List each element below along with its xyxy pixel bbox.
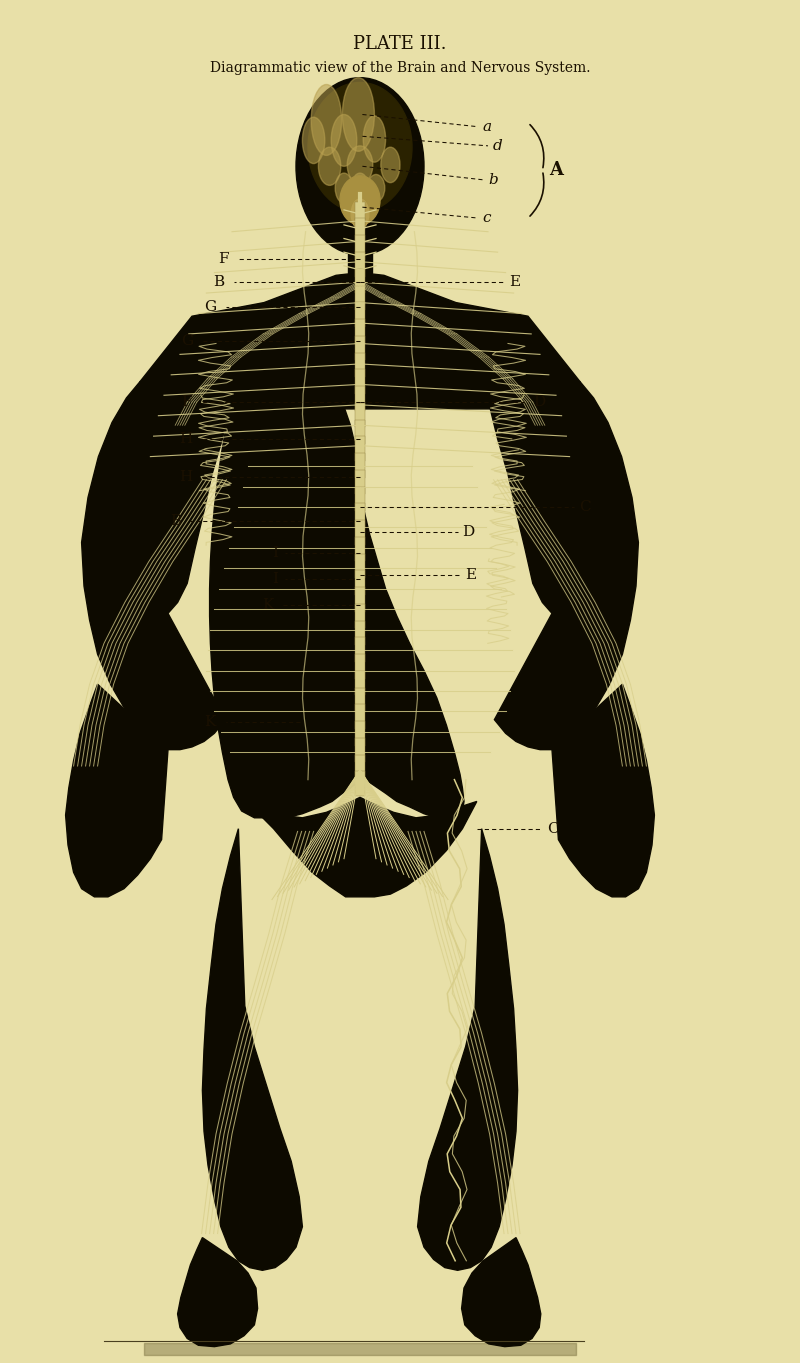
FancyBboxPatch shape: [355, 587, 365, 612]
Text: d: d: [493, 139, 502, 153]
Ellipse shape: [347, 146, 373, 184]
Text: C: C: [579, 500, 591, 514]
Text: D: D: [462, 525, 474, 538]
FancyBboxPatch shape: [355, 503, 365, 527]
Ellipse shape: [296, 78, 424, 255]
Ellipse shape: [331, 114, 357, 166]
Polygon shape: [484, 382, 638, 750]
Ellipse shape: [363, 116, 386, 162]
Ellipse shape: [308, 82, 412, 213]
Text: B: B: [170, 514, 181, 527]
Text: F: F: [218, 252, 229, 266]
Polygon shape: [82, 382, 236, 750]
Text: I: I: [272, 547, 278, 560]
Polygon shape: [178, 1238, 258, 1347]
Polygon shape: [462, 1238, 541, 1347]
Text: K: K: [262, 598, 274, 612]
FancyBboxPatch shape: [355, 755, 365, 780]
FancyBboxPatch shape: [355, 420, 365, 444]
Text: I: I: [272, 572, 278, 586]
Text: b: b: [488, 173, 498, 187]
FancyBboxPatch shape: [355, 705, 365, 729]
FancyBboxPatch shape: [355, 604, 365, 628]
FancyBboxPatch shape: [355, 638, 365, 662]
FancyBboxPatch shape: [355, 453, 365, 477]
Text: F: F: [182, 395, 192, 409]
FancyBboxPatch shape: [355, 671, 365, 695]
FancyBboxPatch shape: [355, 319, 365, 343]
FancyBboxPatch shape: [355, 620, 365, 645]
Text: E: E: [465, 568, 476, 582]
Polygon shape: [202, 829, 302, 1270]
Text: B: B: [213, 275, 224, 289]
FancyBboxPatch shape: [355, 285, 365, 309]
FancyBboxPatch shape: [355, 721, 365, 746]
FancyBboxPatch shape: [355, 353, 365, 378]
Text: c: c: [482, 211, 491, 225]
Polygon shape: [210, 382, 464, 818]
Text: A: A: [549, 161, 563, 180]
FancyBboxPatch shape: [355, 436, 365, 461]
Text: C: C: [547, 822, 559, 836]
Text: H: H: [178, 432, 192, 446]
Ellipse shape: [335, 173, 353, 203]
Ellipse shape: [351, 199, 369, 229]
Polygon shape: [552, 684, 654, 897]
FancyBboxPatch shape: [355, 570, 365, 594]
FancyBboxPatch shape: [355, 252, 365, 277]
FancyBboxPatch shape: [355, 403, 365, 428]
FancyBboxPatch shape: [355, 470, 365, 495]
Ellipse shape: [381, 147, 400, 183]
Text: PLATE III.: PLATE III.: [354, 34, 446, 53]
FancyBboxPatch shape: [355, 537, 365, 562]
FancyBboxPatch shape: [355, 386, 365, 410]
FancyBboxPatch shape: [355, 654, 365, 679]
Text: E: E: [509, 275, 520, 289]
Text: a: a: [482, 120, 491, 134]
FancyBboxPatch shape: [355, 269, 365, 293]
Text: G: G: [204, 300, 216, 313]
FancyBboxPatch shape: [355, 771, 365, 796]
FancyBboxPatch shape: [355, 303, 365, 327]
Polygon shape: [242, 797, 477, 897]
Text: K: K: [205, 716, 216, 729]
Ellipse shape: [340, 176, 380, 225]
Polygon shape: [140, 273, 580, 409]
FancyBboxPatch shape: [355, 236, 365, 260]
FancyBboxPatch shape: [355, 737, 365, 762]
Polygon shape: [418, 829, 518, 1270]
FancyBboxPatch shape: [355, 487, 365, 511]
FancyBboxPatch shape: [355, 688, 365, 713]
Polygon shape: [66, 684, 168, 897]
FancyBboxPatch shape: [355, 521, 365, 545]
Ellipse shape: [367, 174, 385, 202]
FancyBboxPatch shape: [355, 218, 365, 243]
Text: Diagrammatic view of the Brain and Nervous System.: Diagrammatic view of the Brain and Nervo…: [210, 61, 590, 75]
FancyBboxPatch shape: [355, 202, 365, 226]
FancyBboxPatch shape: [355, 369, 365, 394]
Text: G: G: [182, 334, 194, 348]
FancyBboxPatch shape: [348, 194, 372, 273]
Ellipse shape: [311, 85, 342, 155]
FancyBboxPatch shape: [355, 553, 365, 578]
Text: H: H: [178, 470, 192, 484]
Ellipse shape: [351, 173, 369, 203]
FancyBboxPatch shape: [355, 335, 365, 360]
Text: D: D: [533, 395, 545, 409]
Ellipse shape: [342, 78, 374, 151]
Ellipse shape: [318, 147, 341, 185]
Ellipse shape: [302, 117, 325, 164]
